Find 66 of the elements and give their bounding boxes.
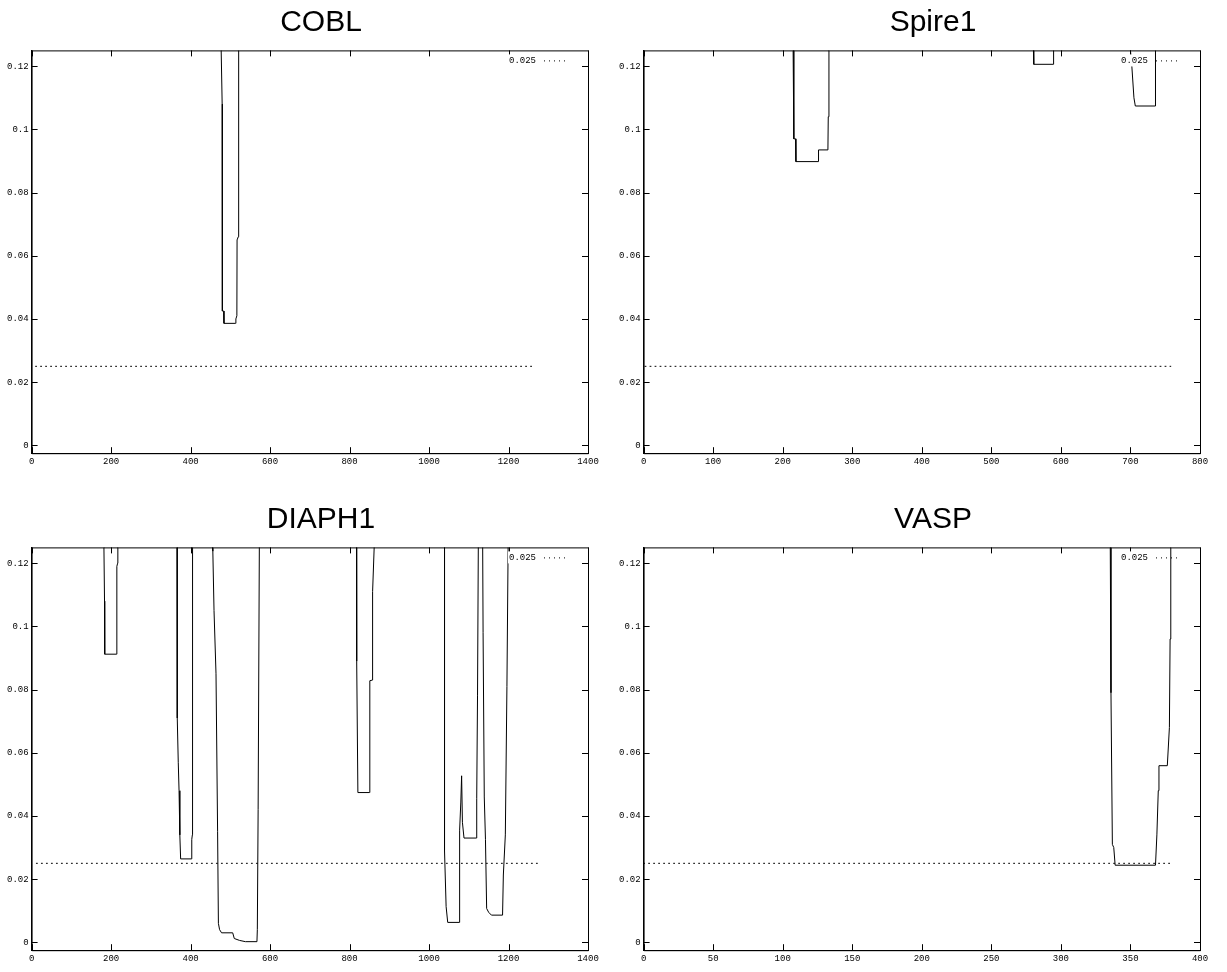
x-tick-label: 1200 [497,456,520,467]
y-tick-label: 0.06 [6,748,29,759]
x-tick-label: 400 [182,456,199,467]
x-tick-label: 800 [341,953,358,964]
x-tick-label: 800 [1191,456,1209,467]
y-tick-label: 0.12 [6,61,29,72]
x-tick-label: 200 [102,456,120,467]
legend-label: 0.025 [508,55,536,66]
y-tick-label: 0.04 [618,314,641,325]
x-tick-label: 1000 [418,456,440,467]
y-tick-label: 0.02 [618,874,641,885]
y-tick-label: 0 [23,440,29,451]
x-tick-label: 1400 [577,953,599,964]
x-tick-label: 500 [983,456,1000,467]
y-tick-label: 0.08 [618,684,641,695]
x-tick-label: 600 [261,456,279,467]
x-tick-label: 1200 [497,953,520,964]
x-tick-label: 400 [182,953,199,964]
x-tick-label: 150 [844,953,861,964]
x-tick-label: 200 [913,953,930,964]
y-tick-label: 0.08 [6,187,29,198]
legend-label: 0.025 [1120,55,1148,66]
x-tick-label: 50 [707,953,719,964]
y-tick-label: 0.06 [618,748,641,759]
chart-title: VASP [893,500,973,536]
y-tick-label: 0.12 [618,558,641,569]
y-tick-label: 0.06 [6,251,29,262]
y-tick-label: 0.08 [618,187,641,198]
chart-title: Spire1 [888,3,978,39]
x-tick-label: 400 [1191,953,1209,964]
y-tick-label: 0.1 [624,621,641,632]
y-tick-label: 0.1 [624,124,641,135]
x-tick-label: 100 [774,953,791,964]
x-tick-label: 800 [341,456,358,467]
legend-label: 0.025 [1120,552,1148,563]
y-tick-label: 0.08 [6,684,29,695]
chart-title: DIAPH1 [265,500,377,536]
y-tick-label: 0.02 [618,377,641,388]
y-tick-label: 0.02 [6,874,29,885]
x-tick-label: 1400 [577,456,599,467]
x-tick-label: 700 [1122,456,1139,467]
x-tick-label: 300 [1052,953,1069,964]
y-tick-label: 0.04 [6,314,29,325]
x-tick-label: 400 [913,456,930,467]
x-tick-label: 250 [983,953,1000,964]
y-tick-label: 0.02 [6,377,29,388]
y-tick-label: 0.1 [12,621,29,632]
x-tick-label: 600 [261,953,279,964]
y-tick-label: 0 [635,937,641,948]
x-tick-label: 600 [1052,456,1069,467]
chart-title: COBL [279,3,363,39]
x-tick-label: 350 [1122,953,1139,964]
y-tick-label: 0.12 [618,61,641,72]
y-tick-label: 0.12 [6,558,29,569]
y-tick-label: 0 [23,937,29,948]
y-tick-label: 0.04 [6,811,29,822]
x-tick-label: 200 [102,953,120,964]
y-tick-label: 0 [635,440,641,451]
y-tick-label: 0.04 [618,811,641,822]
x-tick-label: 300 [844,456,861,467]
x-tick-label: 100 [705,456,722,467]
x-tick-label: 200 [774,456,791,467]
legend-label: 0.025 [508,552,536,563]
y-tick-label: 0.1 [12,124,29,135]
x-tick-label: 1000 [418,953,440,964]
y-tick-label: 0.06 [618,251,641,262]
